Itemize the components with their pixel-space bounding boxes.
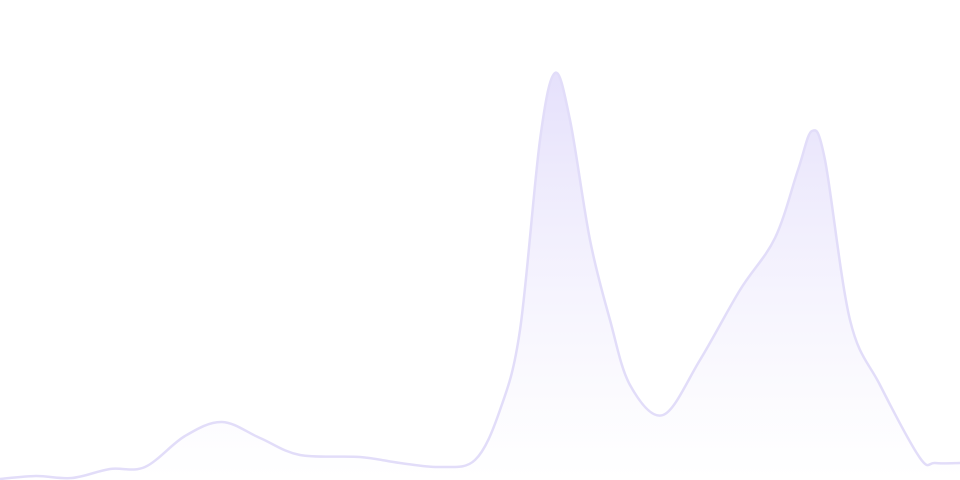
area-line [0,71,960,480]
area-fill [0,72,960,480]
